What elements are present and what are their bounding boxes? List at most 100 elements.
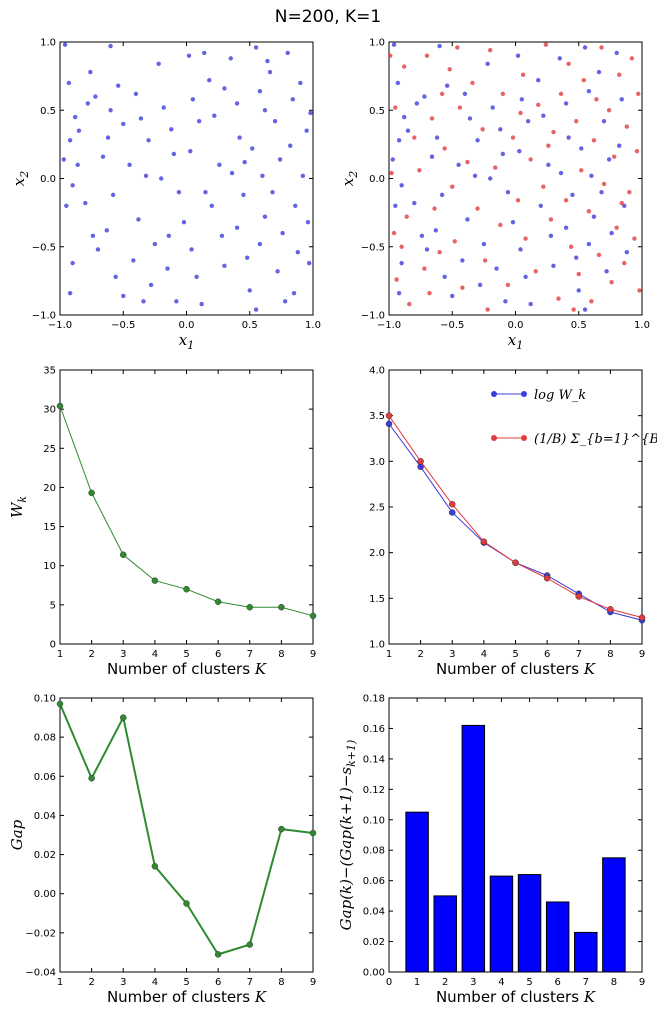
y-tick-label: 2.5 <box>369 503 385 514</box>
scatter-point <box>510 219 516 225</box>
scatter-point <box>606 157 612 162</box>
x-tick-label: 1 <box>386 649 392 660</box>
scatter-point <box>241 192 246 198</box>
scatter-point <box>579 168 584 173</box>
plot-frame <box>59 41 314 316</box>
x-tick-label: 7 <box>576 649 582 660</box>
scatter-point <box>257 241 263 247</box>
scatter-point <box>543 42 549 47</box>
y-tick-label: 0.5 <box>369 106 385 117</box>
series-point <box>214 951 222 958</box>
y-tick-label: −1.0 <box>32 311 56 322</box>
scatter-point <box>582 45 588 50</box>
x-axis-label: Number of clusters K <box>107 660 267 678</box>
scatter-point <box>568 244 574 249</box>
scatter-point <box>574 255 579 260</box>
scatter-point <box>601 118 607 124</box>
scatter-point <box>298 80 303 86</box>
scatter-point <box>181 219 187 225</box>
x-tick-label: 3 <box>449 649 455 660</box>
x-tick-label: 2 <box>442 977 448 988</box>
scatter-point <box>477 282 483 288</box>
scatter-point <box>290 97 295 102</box>
y-tick-label: 2.0 <box>369 548 385 559</box>
series-point <box>449 509 456 516</box>
panel-scatter-reference: −1.0 −0.5 0.0 0.5 1.0 −1.0 −0.5 0.0 0.5 1.0 x1 x2 <box>339 38 650 353</box>
scatter-point <box>280 230 285 236</box>
scatter-point <box>161 105 166 110</box>
scatter-point <box>528 157 533 162</box>
scatter-point <box>447 67 452 72</box>
scatter-point <box>551 263 556 269</box>
scatter-point <box>442 146 447 151</box>
y-tick-label: 0.00 <box>34 889 56 900</box>
scatter-point <box>563 198 569 203</box>
scatter-point <box>601 181 607 187</box>
scatter-point <box>138 116 144 121</box>
scatter-point <box>121 121 126 127</box>
x-tick-label: 1.0 <box>634 320 650 331</box>
scatter-point <box>405 128 411 133</box>
plot-frame <box>388 369 643 645</box>
scatter-point <box>229 170 235 176</box>
scatter-point <box>247 288 252 293</box>
scatter-point <box>619 200 624 206</box>
scatter-point <box>270 189 275 195</box>
scatter-point <box>265 58 270 64</box>
x-tick-label: 9 <box>639 977 645 988</box>
scatter-point <box>536 78 541 83</box>
y-axis-label: Gap <box>8 819 26 850</box>
y-tick-label: 0.12 <box>363 785 385 796</box>
scatter-point <box>536 102 541 107</box>
y-tick-label: 3.5 <box>369 411 385 422</box>
scatter-point <box>505 189 511 195</box>
x-tick-label: −1.0 <box>377 320 401 331</box>
scatter-point <box>189 247 194 252</box>
y-tick-label: 0.14 <box>363 754 385 765</box>
scatter-point <box>576 271 581 277</box>
scatter-point <box>533 269 538 274</box>
scatter-point <box>556 296 561 301</box>
scatter-point <box>457 105 463 110</box>
scatter-point <box>174 299 179 304</box>
scatter-point <box>624 124 630 129</box>
scatter-point <box>444 83 450 88</box>
scatter-point <box>563 225 569 230</box>
y-tick-label: −1.0 <box>361 311 385 322</box>
scatter-point <box>171 151 177 157</box>
y-tick-label: 35 <box>43 366 56 377</box>
series-point <box>56 402 64 410</box>
scatter-point <box>228 56 233 61</box>
scatter-point <box>490 105 495 110</box>
x-tick-label: 0.0 <box>179 320 195 331</box>
scatter-point <box>614 50 619 56</box>
x-tick-label: 0.5 <box>242 320 258 331</box>
scatter-point <box>293 203 298 208</box>
scatter-point <box>609 280 614 285</box>
scatter-point <box>113 274 118 279</box>
scatter-point <box>196 118 202 124</box>
series-point <box>385 412 393 419</box>
scatter-point <box>414 101 420 106</box>
plot-frame <box>59 369 314 645</box>
x-tick-label: 4 <box>152 649 158 660</box>
scatter-point <box>308 110 313 116</box>
scatter-point <box>285 50 290 56</box>
scatter-point <box>262 214 268 219</box>
scatter-point <box>393 203 398 208</box>
x-tick-label: 5 <box>512 649 518 660</box>
x-tick-label: 1.0 <box>305 320 321 331</box>
scatter-point <box>250 146 255 151</box>
series-point <box>607 606 614 613</box>
scatter-point <box>433 228 439 233</box>
y-tick-label: 0.16 <box>363 724 385 735</box>
x-tick-label: 9 <box>639 649 645 660</box>
y-tick-label: −0.04 <box>25 968 56 979</box>
scatter-point <box>90 233 96 239</box>
scatter-point <box>267 69 273 75</box>
scatter-point <box>222 263 227 269</box>
scatter-point <box>242 159 247 165</box>
x-tick-label: −1.0 <box>48 320 72 331</box>
x-tick-label: 8 <box>611 977 617 988</box>
